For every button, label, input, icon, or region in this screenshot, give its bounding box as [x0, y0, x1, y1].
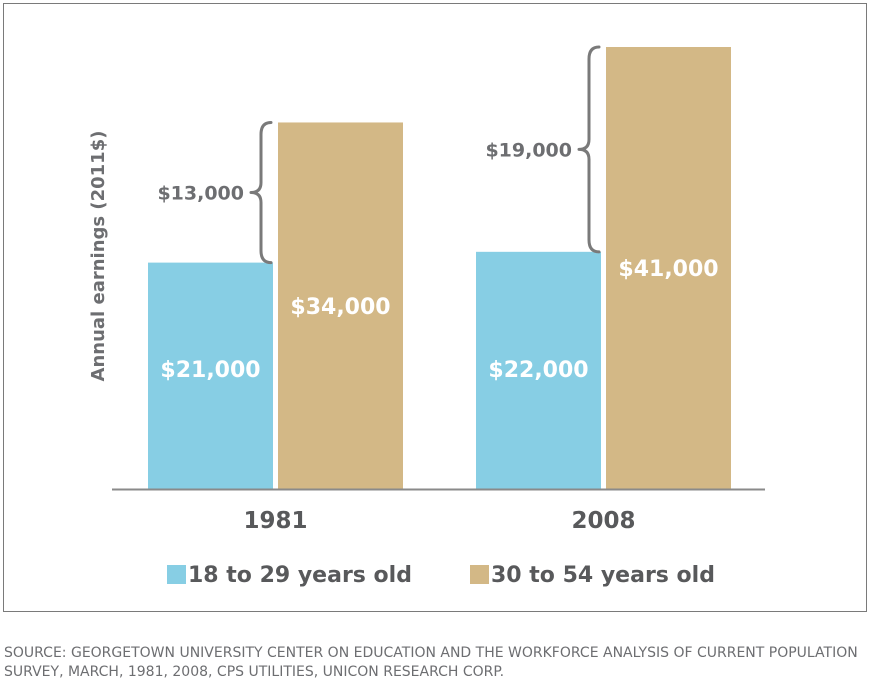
gap-label: $13,000 — [157, 183, 244, 205]
gap-label: $19,000 — [485, 139, 572, 161]
gap-brace — [577, 45, 601, 254]
bar-chart: $21,000 $22,000 $34,000 $41,000 1981 2008 $13,… — [88, 45, 765, 588]
y-axis-title: Annual earnings (2011$) — [88, 131, 109, 382]
legend-label: 18 to 29 years old — [188, 563, 412, 588]
bar-younger-1981 — [148, 262, 273, 489]
x-tick-label: 1981 — [243, 508, 307, 534]
x-tick-label: 2008 — [571, 508, 635, 534]
source-note: SOURCE: GEORGETOWN UNIVERSITY CENTER ON … — [4, 645, 858, 680]
legend-swatch-younger — [167, 565, 186, 584]
bar-value-label: $21,000 — [160, 358, 260, 383]
bar-older-1981 — [278, 122, 403, 490]
bar-value-label: $41,000 — [618, 257, 718, 282]
bar-younger-2008 — [476, 251, 601, 489]
bar-value-label: $22,000 — [488, 358, 588, 383]
legend-label: 30 to 54 years old — [491, 563, 715, 588]
bar-older-2008 — [606, 47, 731, 489]
gap-brace — [249, 120, 273, 265]
legend-swatch-older — [470, 565, 489, 584]
bar-value-label: $34,000 — [290, 295, 390, 320]
